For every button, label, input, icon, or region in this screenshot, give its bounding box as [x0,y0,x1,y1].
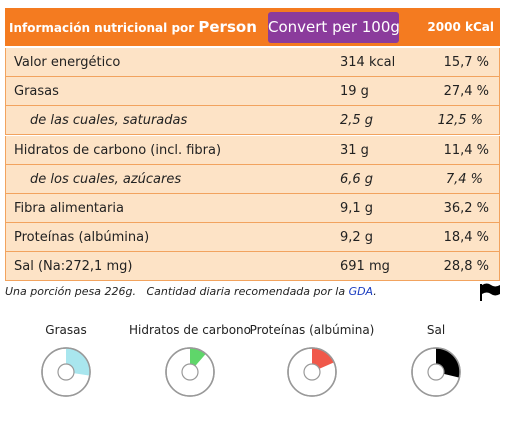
nutrient-daily: 11,4 % [443,142,489,158]
gauge-hole [427,363,445,381]
nutrient-name: Grasas [14,84,59,100]
note-end: . [373,285,377,298]
gauge-label: Sal [427,323,445,337]
footer: Una porción pesa 226g. Cantidad diaria r… [5,285,377,298]
table-row: Valor energético 314 kcal 15,7 % [5,48,500,77]
gauge-hole [303,363,321,381]
nutrient-daily: 15,7 % [443,55,489,70]
portion-note: Una porción pesa 226g. [5,285,136,298]
gauge-hole [181,363,199,381]
table-row: Fibra alimentaria 9,1 g 36,2 % [5,194,500,223]
nutrient-name: de los cuales, azúcares [30,171,182,187]
nutrient-daily: 18,4 % [443,230,489,246]
nutrient-daily: 12,5 % [437,113,483,129]
header-title-wrap: Información nutricional por Person [9,18,257,36]
table-header: Información nutricional por Person 2000 … [5,8,500,46]
nutrient-amount: 6,6 g [340,171,374,187]
nutrient-name: Hidratos de carbono (incl. fibra) [14,142,222,158]
nutrient-name: de las cuales, saturadas [30,113,188,129]
table-row: de las cuales, saturadas 2,5 g 12,5 % [5,106,500,136]
header-energy: 2000 kCal [427,20,494,34]
header-title: Información nutricional por [9,21,195,35]
nutrient-amount: 31 g [340,142,369,158]
flag-icon[interactable] [478,282,502,302]
nutrient-name: Proteínas (albúmina) [14,230,150,246]
nutrient-daily: 27,4 % [443,84,489,100]
nutrient-amount: 691 mg [340,259,390,275]
gauge-outline [411,347,461,397]
nutrient-amount: 19 g [340,84,369,100]
gda-link[interactable]: GDA [348,285,374,298]
nutrient-name: Fibra alimentaria [14,201,124,216]
gauge-label: Proteínas (albúmina) [250,323,375,337]
nutrient-amount: 2,5 g [340,113,374,129]
gauge-hole [57,363,75,381]
nutrient-name: Sal (Na:272,1 mg) [14,259,133,275]
table-row: Sal (Na:272,1 mg) 691 mg 28,8 % [5,252,500,282]
gauge-outline [287,347,337,397]
table-row: Proteínas (albúmina) 9,2 g 18,4 % [5,223,500,253]
gauge-label: Hidratos de carbono [129,323,251,337]
nutrient-daily: 36,2 % [443,201,489,216]
nutrient-amount: 9,1 g [340,201,374,216]
nutrient-daily: 7,4 % [445,171,483,187]
gauge-label: Grasas [45,323,86,337]
gda-note: Cantidad diaria recomendada por la [146,285,346,298]
flag-cloth [482,283,500,296]
table-row: Grasas 19 g 27,4 % [5,77,500,107]
table-row: Hidratos de carbono (incl. fibra) 31 g 11,… [5,135,500,165]
convert-button[interactable]: Convert per 100g [268,12,400,43]
gauge-outline [165,347,215,397]
nutrient-amount: 314 kcal [340,55,396,70]
table-row: de los cuales, azúcares 6,6 g 7,4 % [5,164,500,194]
nutrient-name: Valor energético [14,55,121,70]
nutrient-amount: 9,2 g [340,230,374,246]
gauge-outline [41,347,91,397]
header-unit: Person [198,18,257,36]
nutrient-daily: 28,8 % [443,259,489,275]
